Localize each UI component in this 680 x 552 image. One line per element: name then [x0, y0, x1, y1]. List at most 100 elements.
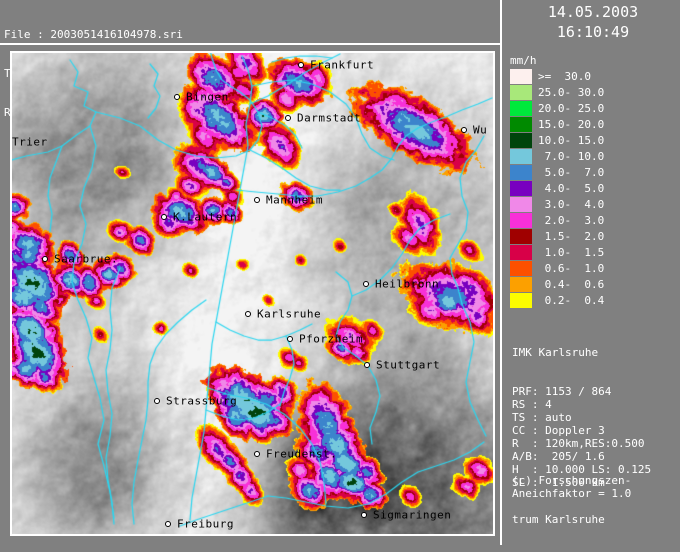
city-label: K.Lautern: [161, 211, 237, 223]
legend-range-label: 20.0- 25.0: [538, 101, 605, 115]
radar-map[interactable]: Frankfurt Bingen Darmstadt Wu Trier Mannheim K…: [10, 51, 495, 536]
legend-color-swatch: [510, 212, 532, 228]
scale-factor-text: Aneichfaktor = 1.0: [512, 487, 632, 500]
legend-row: >= 30.0: [510, 68, 678, 84]
legend-color-swatch: [510, 228, 532, 244]
city-label: Sigmaringen: [361, 509, 451, 521]
legend-range-label: 1.0- 1.5: [538, 245, 605, 259]
city-name-text: Mannheim: [266, 193, 323, 207]
city-label: Saarbrue.: [42, 253, 118, 265]
city-label: Stuttgart: [364, 359, 440, 371]
city-name-text: K.Lautern: [173, 210, 238, 224]
info-parameter-lines: PRF: 1153 / 864 RS : 4 TS : auto CC : Doppl…: [512, 385, 680, 489]
city-label: Strassburg: [154, 395, 237, 407]
info-line: SL : 1.500 km: [512, 476, 605, 489]
legend-row: 10.0- 15.0: [510, 132, 678, 148]
legend-row: 3.0- 4.0: [510, 196, 678, 212]
info-line: TS : auto: [512, 411, 572, 424]
header-divider-line: [0, 43, 500, 45]
legend-range-label: 15.0- 20.0: [538, 117, 605, 131]
legend-range-label: 7.0- 10.0: [538, 149, 605, 163]
copyright-line-2: trum Karlsruhe: [512, 513, 605, 526]
legend-color-swatch: [510, 292, 532, 308]
city-name-text: Sigmaringen: [373, 508, 452, 522]
legend-row: 7.0- 10.0: [510, 148, 678, 164]
legend-range-label: 0.2- 0.4: [538, 293, 605, 307]
city-label: Frankfurt: [298, 59, 374, 71]
legend-range-label: 25.0- 30.0: [538, 85, 605, 99]
city-name-text: Darmstadt: [297, 111, 362, 125]
precipitation-legend: mm/h >= 30.0 25.0- 30.0 20.0- 25.0 15.0- 20…: [510, 54, 678, 308]
info-line: PRF: 1153 / 864: [512, 385, 612, 398]
city-marker-icon: [461, 127, 467, 133]
city-name-text: Frankfurt: [310, 58, 375, 72]
legend-row: 0.6- 1.0: [510, 260, 678, 276]
city-label: Pforzheim: [287, 333, 363, 345]
legend-rows: >= 30.0 25.0- 30.0 20.0- 25.0 15.0- 20.0 10.…: [510, 68, 678, 308]
legend-row: 25.0- 30.0: [510, 84, 678, 100]
legend-row: 5.0- 7.0: [510, 164, 678, 180]
file-row: File : 2003051416104978.sri: [4, 28, 484, 41]
city-name-text: Saarbrue.: [54, 252, 119, 266]
info-line: CC : Doppler 3: [512, 424, 605, 437]
legend-color-swatch: [510, 276, 532, 292]
city-label: Heilbronn: [363, 278, 439, 290]
legend-color-swatch: [510, 180, 532, 196]
city-name-text: Freiburg: [177, 517, 234, 531]
legend-color-swatch: [510, 84, 532, 100]
datetime-display: 14.05.2003 16:10:49: [508, 2, 678, 42]
city-marker-icon: [42, 256, 48, 262]
city-label: Wu: [461, 124, 487, 136]
city-marker-icon: [161, 214, 167, 220]
city-marker-icon: [364, 362, 370, 368]
legend-row: 2.0- 3.0: [510, 212, 678, 228]
city-marker-icon: [254, 451, 260, 457]
legend-range-label: 0.6- 1.0: [538, 261, 605, 275]
copyright-line-1: (c) Forschungszen-: [512, 474, 632, 487]
legend-color-swatch: [510, 148, 532, 164]
city-label: Darmstadt: [285, 112, 361, 124]
legend-range-label: >= 30.0: [538, 69, 591, 83]
city-marker-icon: [361, 512, 367, 518]
city-name-text: Karlsruhe: [257, 307, 322, 321]
city-name-text: Pforzheim: [299, 332, 364, 346]
info-line: A/B: 205/ 1.6: [512, 450, 605, 463]
legend-range-label: 10.0- 15.0: [538, 133, 605, 147]
city-label: Bingen: [174, 91, 229, 103]
legend-color-swatch: [510, 244, 532, 260]
legend-color-swatch: [510, 116, 532, 132]
legend-color-swatch: [510, 68, 532, 84]
city-name-text: Heilbronn: [375, 277, 440, 291]
radar-map-canvas[interactable]: [12, 53, 493, 534]
city-name-text: Freudenst.: [266, 447, 338, 461]
legend-row: 1.5- 2.0: [510, 228, 678, 244]
legend-color-swatch: [510, 132, 532, 148]
city-marker-icon: [298, 62, 304, 68]
legend-row: 1.0- 1.5: [510, 244, 678, 260]
panel-divider-line: [500, 0, 502, 545]
legend-row: 15.0- 20.0: [510, 116, 678, 132]
legend-unit-label: mm/h: [510, 54, 537, 67]
legend-color-swatch: [510, 164, 532, 180]
radar-info-panel: IMK Karlsruhe PRF: 1153 / 864 RS : 4 TS : …: [512, 320, 680, 515]
city-marker-icon: [287, 336, 293, 342]
city-label: Trier: [12, 136, 48, 148]
legend-row: 4.0- 5.0: [510, 180, 678, 196]
city-marker-icon: [154, 398, 160, 404]
city-marker-icon: [174, 94, 180, 100]
city-label: Mannheim: [254, 194, 323, 206]
legend-range-label: 0.4- 0.6: [538, 277, 605, 291]
legend-range-label: 1.5- 2.0: [538, 229, 605, 243]
legend-range-label: 5.0- 7.0: [538, 165, 605, 179]
legend-range-label: 3.0- 4.0: [538, 197, 605, 211]
city-label: Karlsruhe: [245, 308, 321, 320]
time-text: 16:10:49: [556, 23, 630, 41]
city-name-text: Wu: [473, 123, 488, 137]
city-marker-icon: [245, 311, 251, 317]
legend-color-swatch: [510, 196, 532, 212]
city-name-text: Stuttgart: [376, 358, 441, 372]
info-line: H : 10.000 LS: 0.125: [512, 463, 652, 476]
info-line: R : 120km,RES:0.500: [512, 437, 645, 450]
city-name-text: Trier: [12, 135, 48, 149]
legend-range-label: 2.0- 3.0: [538, 213, 605, 227]
